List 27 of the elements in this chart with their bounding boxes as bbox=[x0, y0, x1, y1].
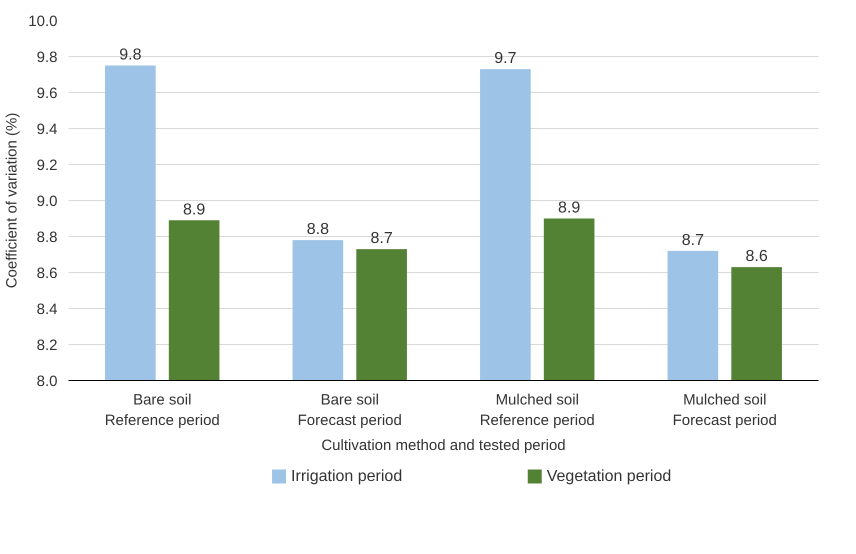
data-label: 9.8 bbox=[119, 46, 142, 64]
y-tick-label: 8.4 bbox=[36, 301, 58, 318]
y-tick-label: 9.4 bbox=[36, 121, 58, 138]
x-tick-label: Bare soil Forecast period bbox=[298, 392, 402, 429]
y-tick-label: 10.0 bbox=[28, 13, 58, 30]
x-tick-label: Mulched soil Forecast period bbox=[672, 392, 777, 429]
legend-label: Vegetation period bbox=[546, 468, 672, 485]
y-tick-label: 9.6 bbox=[36, 85, 58, 102]
data-label: 8.7 bbox=[370, 230, 393, 248]
y-tick-label: 8.2 bbox=[36, 337, 58, 354]
legend-label: Irrigation period bbox=[291, 468, 402, 485]
data-label: 8.7 bbox=[682, 232, 704, 249]
data-label: 8.6 bbox=[746, 248, 768, 266]
y-tick-label: 8.0 bbox=[36, 373, 58, 390]
x-axis-title: Cultivation method and tested period bbox=[321, 436, 566, 454]
data-label: 8.9 bbox=[183, 201, 206, 218]
x-tick-label: Bare soil Reference period bbox=[104, 392, 220, 429]
y-tick-label: 9.0 bbox=[36, 193, 58, 210]
data-label: 8.8 bbox=[306, 221, 330, 238]
y-tick-label: 8.6 bbox=[36, 265, 58, 282]
y-tick-label: 8.8 bbox=[36, 229, 58, 246]
data-label: 9.7 bbox=[494, 50, 517, 68]
y-tick-label: 9.8 bbox=[36, 49, 58, 66]
y-axis-title: Coefficient of variation (%) bbox=[3, 112, 20, 288]
x-tick-label: Mulched soil Reference period bbox=[480, 392, 595, 429]
y-tick-label: 9.2 bbox=[36, 157, 58, 174]
data-label: 8.9 bbox=[558, 200, 580, 216]
